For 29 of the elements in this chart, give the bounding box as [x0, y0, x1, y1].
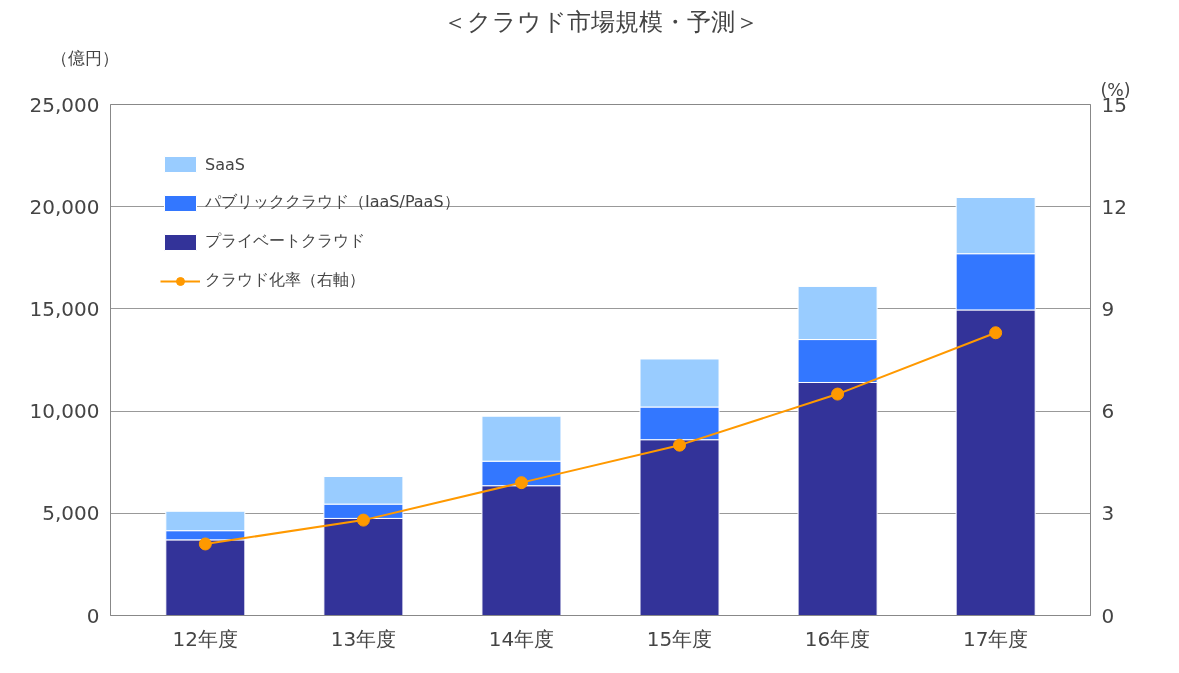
legend-label: SaaS — [205, 154, 245, 174]
point — [831, 387, 845, 401]
x-tick-label: 16年度 — [804, 626, 871, 651]
legend-label: クラウド化率（右軸） — [205, 270, 365, 291]
x-tick-label: 13年度 — [330, 626, 397, 651]
x-tick-label: 12年度 — [172, 626, 239, 651]
chart-title: ＜クラウド市場規模・予測＞ — [442, 7, 759, 36]
legend-label: パブリッククラウド（IaaS/PaaS） — [205, 192, 460, 213]
point — [989, 326, 1003, 340]
x-tick-label: 15年度 — [646, 626, 713, 651]
legend-label: プライベートクラウド — [205, 231, 365, 252]
y2-tick-label: 6 — [1101, 399, 1115, 424]
y-axis-title: （億円） — [50, 47, 119, 68]
y-tick-label: 5,000 — [42, 501, 100, 526]
point — [356, 513, 370, 527]
y-tick-label: 20,000 — [29, 194, 100, 219]
point — [673, 438, 687, 452]
y2-tick-label: 3 — [1101, 501, 1115, 526]
y-tick-label: 0 — [86, 603, 100, 628]
y-tick-label: 15,000 — [29, 296, 100, 321]
y2-tick-label: 0 — [1101, 603, 1115, 628]
point — [198, 537, 212, 551]
y-tick-label: 10,000 — [29, 399, 100, 424]
x-tick-label: 14年度 — [488, 626, 555, 651]
y-tick-label: 25,000 — [29, 92, 100, 117]
y2-tick-label: 9 — [1101, 296, 1115, 321]
y2-tick-label: 12 — [1101, 194, 1127, 219]
point — [514, 476, 528, 490]
x-tick-label: 17年度 — [962, 626, 1029, 651]
